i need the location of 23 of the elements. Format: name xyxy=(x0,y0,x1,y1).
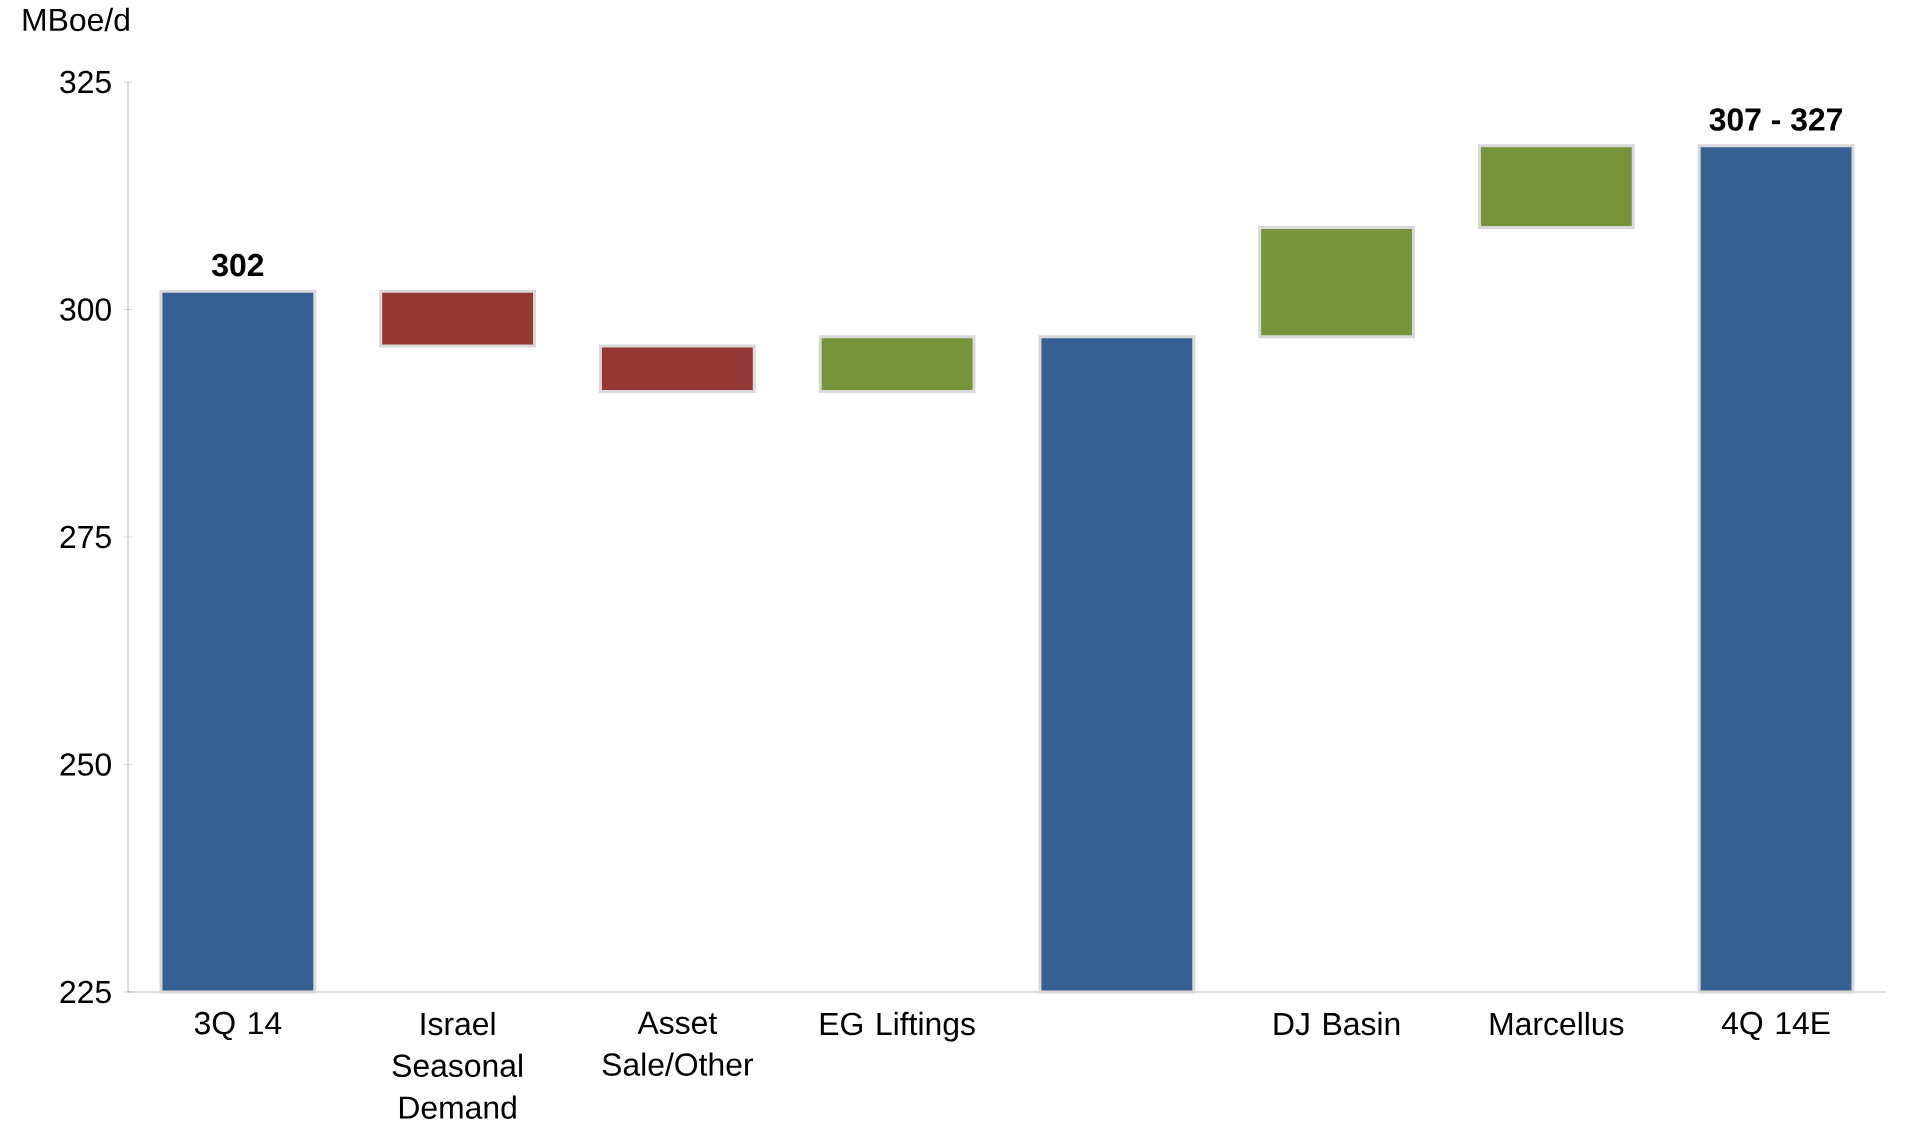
bar xyxy=(159,289,317,994)
bar xyxy=(1477,144,1635,230)
y-tick-label: 300 xyxy=(60,298,111,321)
x-tick-label: Israel Seasonal Demand xyxy=(392,1011,522,1119)
bar xyxy=(1258,226,1416,339)
y-tick-label: 275 xyxy=(60,525,111,549)
y-tick-label: 325 xyxy=(60,70,111,94)
y-tick-label: 250 xyxy=(60,753,111,776)
x-tick-label: DJ Basin xyxy=(1274,1011,1400,1036)
bar xyxy=(1038,335,1196,994)
bar xyxy=(598,344,756,393)
bar xyxy=(1697,144,1855,994)
y-tick-label: 225 xyxy=(60,980,111,1004)
x-tick-label: Marcellus xyxy=(1490,1011,1624,1036)
data-label: 302 xyxy=(212,253,264,277)
y-axis-title: MBoe/d xyxy=(23,7,129,32)
x-tick-label: 3Q 14 xyxy=(194,1011,282,1041)
x-tick-label: 4Q 14E xyxy=(1721,1011,1830,1041)
bar xyxy=(379,289,537,348)
annotation: 307 - 327 xyxy=(1709,108,1842,131)
bar xyxy=(818,335,976,393)
x-tick-label: EG Liftings xyxy=(820,1011,975,1042)
x-tick-label: Asset Sale/Other xyxy=(602,1011,754,1076)
